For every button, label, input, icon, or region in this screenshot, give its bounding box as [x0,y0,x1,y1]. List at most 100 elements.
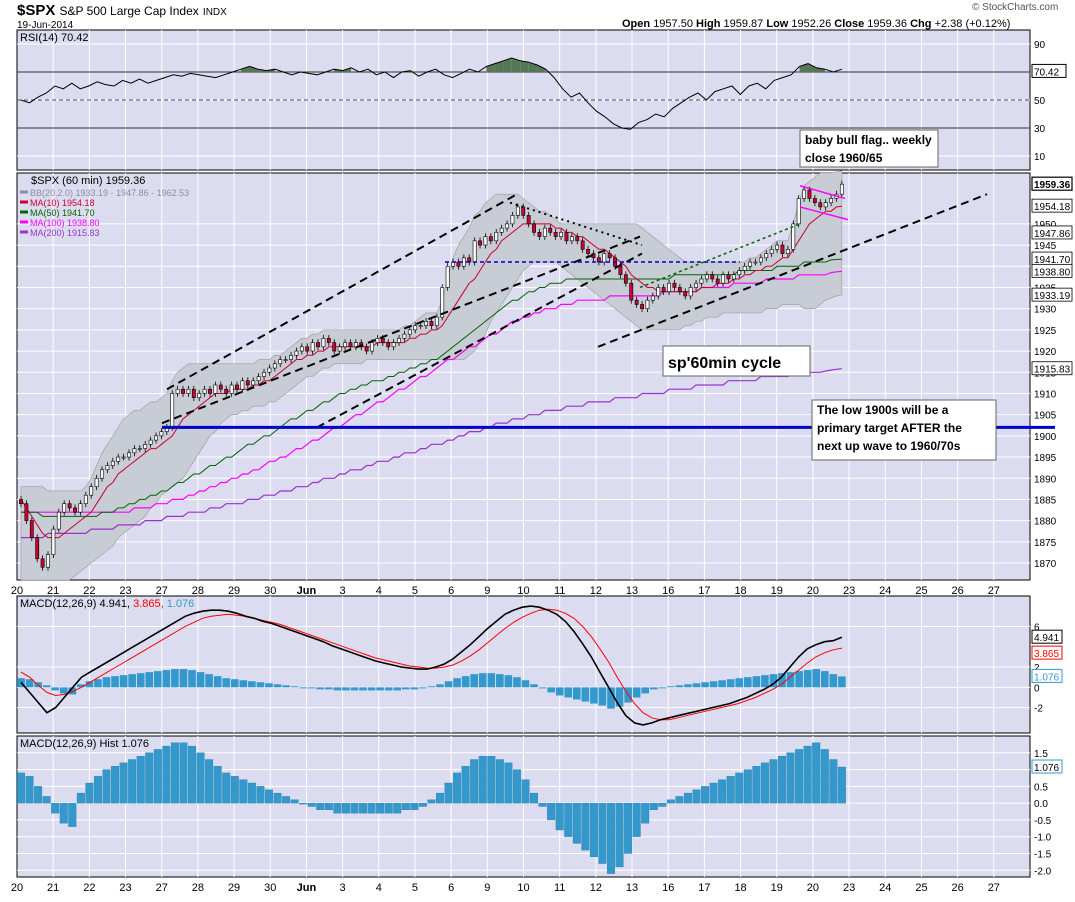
macd-hist-bar [478,673,487,688]
candle [742,265,747,271]
rsi-line [20,57,843,130]
channel-mid-line [161,235,641,425]
candle [575,236,580,242]
macd-legend-part: 1.076 [167,598,195,610]
macd-hist-bar [752,676,761,688]
hist-bar [119,762,128,804]
hist-bar [495,759,504,804]
hist-x-tick: 30 [264,882,276,894]
hist-bar [42,796,51,804]
candle [737,270,742,276]
hist-bar [102,769,111,804]
price-legend-item: MA(100) 1938.80 [30,218,100,228]
candle [127,452,131,458]
candle [191,388,196,398]
chg-value: +2.38 (+0.12%) [934,18,1011,30]
macd-hist-bar [761,675,769,688]
candle [370,342,374,352]
price-right-label: 1959.36 [1034,180,1071,191]
rsi-overbought-fill [520,60,529,72]
hist-bar [649,802,658,811]
bollinger-band [20,170,843,581]
macd-hist-bar [59,687,68,694]
price-tick-label: 1880 [1034,517,1057,528]
price-x-tick: 27 [988,585,1000,597]
macd-hist-bar [461,676,470,688]
candle [802,189,806,199]
hist-tick-label: -1.5 [1034,850,1052,861]
candle [521,206,526,216]
hist-x-tick: 22 [83,882,95,894]
hist-bar [504,762,513,804]
hist-bar [136,755,145,804]
candle [505,223,509,229]
rsi-overbought-fill [241,66,250,72]
hist-bar [453,772,462,804]
hist-legend: MACD(12,26,9) Hist 1.076 [20,738,149,750]
index-name: S&P 500 Large Cap Index [59,4,199,18]
price-tick-label: 1900 [1034,432,1057,443]
price-title: $SPX (60 min) 1959.36 [31,175,145,187]
candle [202,388,207,394]
candle [29,520,34,538]
open-label: Open [622,18,651,30]
candle [661,287,666,293]
candle [251,380,256,386]
macd-hist-bar [94,679,102,688]
macd-hist-bar [299,687,307,689]
candle [397,338,401,343]
rsi-tick-label: 90 [1034,40,1046,51]
price-right-label: 1938.80 [1034,267,1071,278]
candle [89,486,94,496]
hist-bar [324,802,333,811]
hist-bar [350,802,359,814]
macd-hist-bar [513,677,521,688]
hist-bar [341,802,350,814]
price-x-tick: 27 [156,585,168,597]
hist-bar [196,752,205,804]
macd-hist-bar [359,687,367,691]
hist-x-tick: 23 [843,882,855,894]
price-tick-label: 1905 [1034,411,1057,422]
hist-bar [418,802,427,807]
rsi-tick-label: 50 [1034,96,1046,107]
candle [483,236,488,246]
candle [418,325,423,327]
candle [310,342,315,352]
macd-hist-bar [188,670,196,688]
price-legend-item: BB(20,2.0) 1933.19 - 1947.86 - 1962.53 [30,188,189,198]
macd-hist-bar [547,687,555,693]
hist-bar [239,779,248,804]
hist-last-label: 1.076 [1034,763,1059,774]
hist-bar [675,796,684,804]
candle [137,448,142,450]
hist-bar [17,772,25,804]
hist-bar [401,802,410,811]
candle [121,456,126,459]
hist-bar [555,802,564,831]
price-x-tick: 20 [11,585,23,597]
macd-hist-bar [136,673,145,688]
exchange: INDX [202,7,227,18]
annotation-text: baby bull flag.. weekly [805,133,932,147]
macd-hist-bar [649,687,658,690]
macd-right-box [1031,668,1063,683]
hist-bar [803,745,812,804]
macd-hist-bar [521,680,530,688]
candle [694,282,698,288]
macd-legend-part: MACD(12,26,9) [20,598,99,610]
annotation-box [662,345,811,377]
macd-hist-bar [487,673,496,688]
candle [181,388,185,394]
candle [515,206,520,216]
price-legend-item: MA(50) 1941.70 [30,208,95,218]
candle [785,249,790,254]
candle [812,198,817,203]
hist-bar [461,766,470,804]
hist-bar [367,802,376,814]
hist-bar [564,802,573,837]
macd-right-label: 4.941 [1034,633,1059,644]
candle [569,236,574,242]
rsi-overbought-fill [249,66,258,72]
macd-hist-bar [367,687,376,691]
